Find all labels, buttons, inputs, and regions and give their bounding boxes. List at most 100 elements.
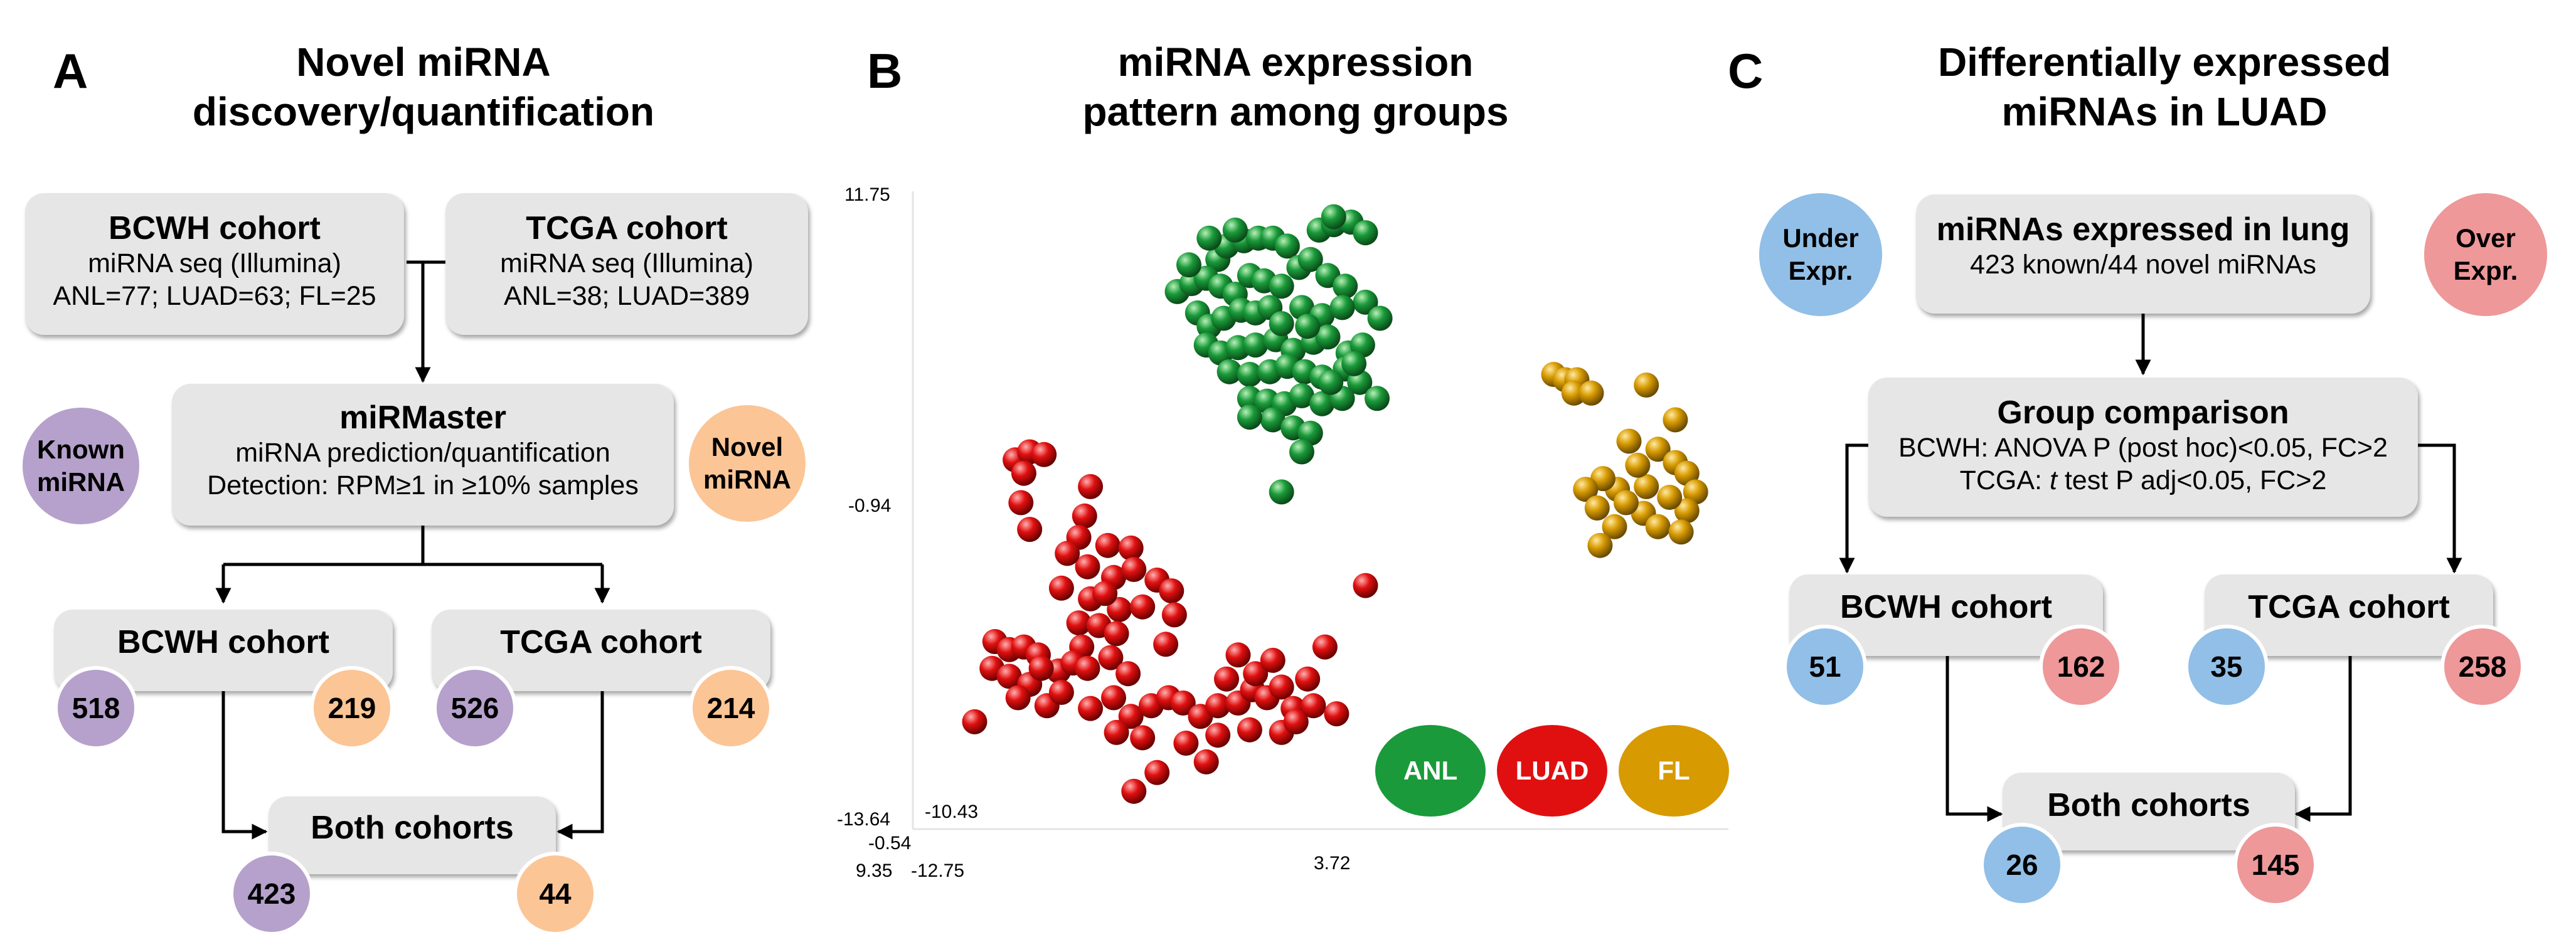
point-fl-7 [1616,428,1642,454]
point-luad-70 [1153,632,1179,657]
point-luad-66 [1260,647,1285,673]
both-over-count: 145 [2233,823,2318,907]
point-luad-29 [996,664,1022,689]
scatter-points [962,204,1708,804]
bcwh-cohort-counts: ANL=77; LUAD=63; FL=25 [53,281,376,311]
point-fl-3 [1561,380,1587,406]
point-luad-46 [1205,693,1231,719]
tcga-criteria-suffix: test P adj<0.05, FC>2 [2057,465,2327,495]
point-anl-10 [1353,220,1378,246]
arrow-bcwh-c-to-both [1945,656,2003,822]
tcga-over-count: 258 [2440,625,2525,709]
tcga-under-count: 35 [2185,625,2269,709]
tcga-cohort-box: TCGA cohort miRNA seq (Illumina) ANL=38;… [445,193,808,335]
point-luad-54 [1295,666,1321,692]
point-luad-39 [1078,696,1104,721]
point-luad-61 [1237,717,1262,743]
point-luad-63 [1283,709,1309,734]
panel-c-arrows [1839,314,2462,822]
bcwh-known-count: 518 [54,666,138,750]
group-comparison-box: Group comparison BCWH: ANOVA P (post hoc… [1868,378,2418,517]
point-luad-9 [1095,532,1120,558]
point-luad-35 [1115,661,1141,687]
point-luad-10 [1118,535,1144,561]
point-anl-59 [1297,420,1323,446]
point-luad-69 [1121,778,1147,804]
point-luad-11 [1075,554,1100,579]
bcwh-result-title: BCWH cohort [117,624,329,660]
z-tick-mid: -0.54 [868,833,912,854]
point-fl-13 [1657,485,1683,510]
point-anl-71 [1321,204,1346,230]
point-fl-19 [1584,495,1610,521]
point-luad-53 [1243,661,1269,687]
novel-mirna-circle: Novel miRNA [689,405,806,522]
x-tick-left: -12.75 [911,860,965,881]
point-luad-68 [1193,749,1219,775]
point-luad-2 [1031,442,1057,467]
point-anl-63 [1176,252,1201,278]
panel-a-title: Novel miRNA discovery/quantification [169,38,678,137]
tcga-criteria-t: t [2049,465,2057,495]
point-anl-31 [1367,305,1393,331]
tcga-criteria-prefix: TCGA: [1959,465,2050,495]
panel-b-title-line2: pattern among groups [1082,89,1509,134]
arrow-bcwh-to-both [221,691,268,840]
y-tick-top: 11.75 [844,184,890,205]
legend-anl: ANL [1375,725,1486,817]
panel-c-letter: C [1728,43,1764,98]
scatter-plot [912,191,1728,830]
point-luad-13 [1121,557,1147,582]
point-luad-75 [1225,642,1251,668]
point-anl-69 [1237,405,1262,430]
bcwh-c-result-title: BCWH cohort [1840,589,2052,625]
point-anl-30 [1353,289,1378,315]
bcwh-under-count: 51 [1783,625,1867,709]
point-anl-58 [1365,386,1390,411]
point-luad-16 [1048,575,1074,601]
point-luad-44 [1170,690,1196,716]
point-luad-7 [1072,503,1097,529]
point-luad-58 [1130,725,1156,751]
under-expression-label: Under Expr. [1782,223,1859,285]
point-anl-62 [1222,217,1248,243]
point-luad-76 [1353,573,1378,598]
point-anl-65 [1341,351,1367,376]
point-luad-22 [1104,621,1129,647]
point-fl-5 [1634,373,1659,398]
point-luad-74 [1028,655,1054,681]
tcga-c-result-title: TCGA cohort [2248,589,2450,625]
tcga-result-title: TCGA cohort [500,624,702,660]
panel-b-title: miRNA expression pattern among groups [1029,38,1562,137]
point-anl-66 [1318,369,1344,395]
point-anl-54 [1309,391,1335,416]
y-tick-bottom: -13.64 [837,809,891,830]
point-luad-56 [962,709,987,734]
arrow-tcga-to-both [556,691,604,840]
lung-mirnas-title: miRNAs expressed in lung [1936,211,2350,248]
point-fl-11 [1683,479,1708,505]
both-c-result-title: Both cohorts [2047,787,2250,823]
point-anl-60 [1269,479,1294,505]
point-anl-42 [1216,359,1242,384]
tcga-known-count: 526 [433,666,517,750]
point-luad-52 [1214,666,1239,692]
point-anl-18 [1269,273,1294,299]
bcwh-cohort-platform: miRNA seq (Illumina) [88,248,341,278]
point-luad-72 [1092,581,1118,606]
group-comparison-tcga-criteria: TCGA: t test P adj<0.05, FC>2 [1868,464,2418,497]
point-luad-60 [1205,722,1231,748]
point-anl-35 [1243,332,1269,358]
point-luad-55 [1312,634,1338,660]
point-anl-53 [1289,383,1314,408]
legend-fl: FL [1619,725,1729,817]
point-fl-20 [1602,514,1627,539]
x-tick-mid: 3.72 [1314,853,1351,874]
point-luad-50 [1269,674,1294,700]
point-fl-23 [1625,452,1651,478]
point-fl-4 [1578,380,1604,406]
point-fl-6 [1663,407,1688,433]
point-anl-61 [1196,225,1222,251]
